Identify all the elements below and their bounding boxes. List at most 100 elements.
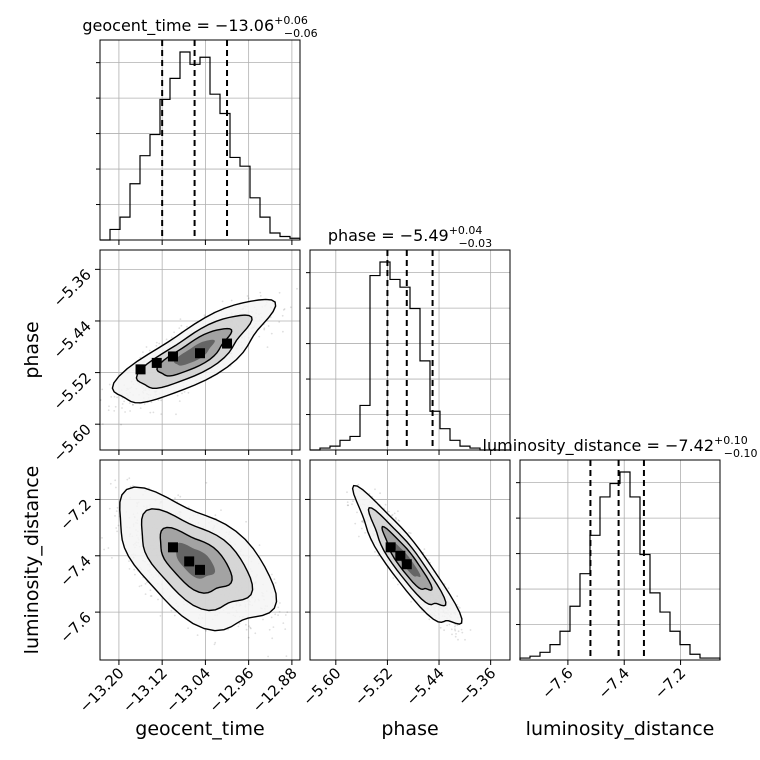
sample-point xyxy=(245,623,247,626)
sample-point xyxy=(274,582,277,584)
sample-point xyxy=(455,633,457,635)
sample-point xyxy=(272,626,275,628)
sample-point xyxy=(144,583,147,585)
sample-point xyxy=(123,400,125,403)
sample-point xyxy=(205,629,207,632)
sample-point xyxy=(117,524,120,527)
sample-point xyxy=(187,391,190,394)
sample-point xyxy=(121,407,123,409)
histogram-title-geocent_time: geocent_time = −13.06+0.06 −0.06 xyxy=(82,14,317,40)
density-peak xyxy=(167,351,178,362)
sample-point xyxy=(205,481,208,484)
histogram-title-phase: phase = −5.49+0.04 −0.03 xyxy=(328,224,492,250)
sample-point xyxy=(126,478,129,481)
sample-point xyxy=(116,396,118,399)
sample-point xyxy=(377,554,380,557)
sample-point xyxy=(461,662,463,664)
sample-point xyxy=(149,411,152,414)
sample-point xyxy=(461,631,464,634)
sample-point xyxy=(364,532,366,534)
sample-point xyxy=(175,413,177,416)
y-tick-label: −5.44 xyxy=(50,317,95,362)
sample-point xyxy=(454,635,457,638)
x-tick-label: −12.96 xyxy=(205,664,257,716)
sample-point xyxy=(259,295,262,297)
sample-point xyxy=(361,521,364,523)
sample-point xyxy=(397,583,399,586)
sample-point xyxy=(115,510,118,512)
sample-point xyxy=(120,423,122,426)
sample-point xyxy=(146,581,148,584)
sample-point xyxy=(267,325,270,327)
sample-point xyxy=(245,520,248,523)
sample-point xyxy=(456,595,459,598)
sample-point xyxy=(128,477,131,480)
sample-point xyxy=(460,628,463,631)
sample-point xyxy=(179,318,182,320)
sample-point xyxy=(128,568,131,570)
x-tick-label: −12.88 xyxy=(249,664,301,716)
density-peak xyxy=(167,542,178,553)
y-axis-label-phase: phase xyxy=(21,321,43,378)
sample-point xyxy=(152,411,155,414)
sample-point xyxy=(96,484,98,486)
sample-point xyxy=(289,306,292,309)
sample-point xyxy=(454,623,457,626)
sample-point xyxy=(227,628,229,631)
sample-point xyxy=(266,346,269,348)
sample-point xyxy=(110,396,113,398)
sample-point xyxy=(409,532,412,535)
sample-point xyxy=(221,300,224,303)
histogram-bars-luminosity_distance xyxy=(519,471,721,660)
sample-point xyxy=(286,611,289,613)
x-tick-label: −7.4 xyxy=(595,664,633,702)
sample-point xyxy=(132,404,134,406)
x-tick-label: −13.20 xyxy=(76,664,128,716)
sample-point xyxy=(148,487,150,490)
density-peak xyxy=(184,556,195,567)
sample-point xyxy=(140,584,143,587)
density-contour xyxy=(175,542,216,579)
sample-point xyxy=(259,291,262,294)
sample-point xyxy=(179,495,182,498)
sample-point xyxy=(393,512,396,515)
sample-point xyxy=(187,627,190,630)
sample-point xyxy=(271,573,273,576)
sample-point xyxy=(116,530,118,533)
sample-point xyxy=(176,394,179,397)
sample-point xyxy=(458,607,461,609)
sample-point xyxy=(149,595,152,597)
sample-point xyxy=(447,587,450,590)
sample-point xyxy=(397,510,399,513)
scatter-panel-geocent_time-vs-luminosity_distance xyxy=(95,460,303,665)
sample-point xyxy=(173,331,176,334)
sample-point xyxy=(128,402,131,404)
sample-point xyxy=(178,327,181,329)
sample-point xyxy=(155,341,158,344)
sample-point xyxy=(301,635,303,637)
histogram-bars-phase xyxy=(310,261,510,451)
sample-point xyxy=(262,618,264,621)
sample-point xyxy=(391,513,394,516)
sample-point xyxy=(145,346,148,348)
density-peak xyxy=(385,542,396,553)
sample-point xyxy=(238,622,241,625)
sample-point xyxy=(177,494,180,497)
sample-point xyxy=(254,632,257,635)
density-peak xyxy=(151,357,162,368)
sample-point xyxy=(144,593,147,595)
sample-point xyxy=(284,614,287,616)
density-peak xyxy=(401,559,412,570)
sample-point xyxy=(361,520,363,523)
sample-point xyxy=(267,655,269,658)
sample-point xyxy=(360,527,363,530)
sample-point xyxy=(108,507,111,510)
sample-point xyxy=(456,624,459,626)
sample-point xyxy=(351,503,353,506)
sample-point xyxy=(439,626,442,629)
sample-point xyxy=(374,488,376,491)
sample-point xyxy=(114,479,117,482)
scatter-panel-phase-vs-luminosity_distance xyxy=(305,460,510,665)
sample-point xyxy=(107,547,110,549)
